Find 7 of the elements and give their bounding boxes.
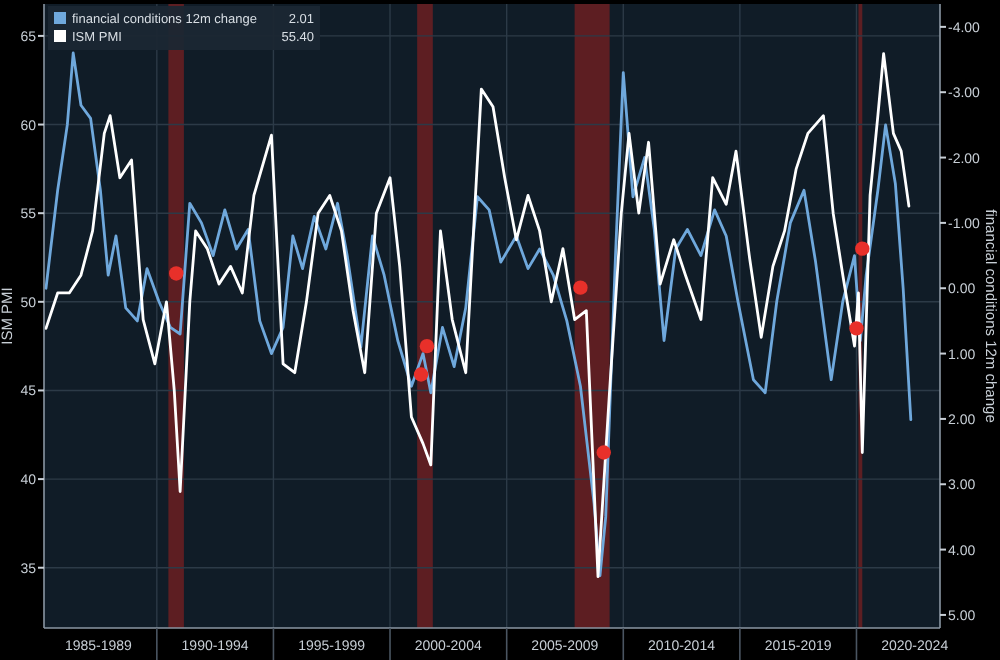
point [419, 338, 435, 354]
point [855, 241, 870, 256]
point [849, 321, 864, 336]
point [169, 266, 184, 281]
point [413, 367, 429, 382]
point [596, 445, 611, 460]
point [573, 280, 588, 295]
